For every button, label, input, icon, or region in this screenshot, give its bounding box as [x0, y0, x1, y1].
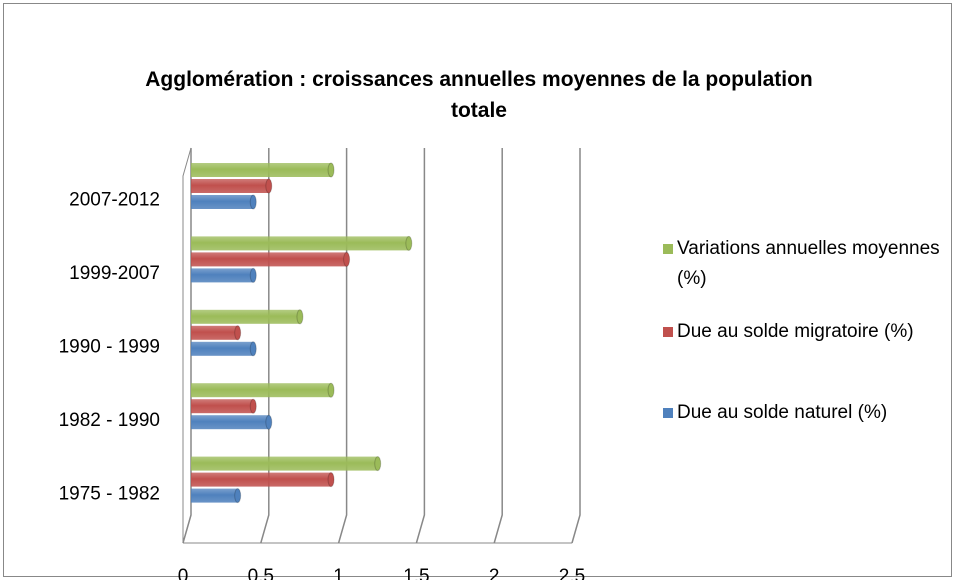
bar-end: [249, 267, 257, 283]
legend-label: Variations annuelles moyennes (%): [677, 238, 940, 289]
bar-end: [327, 162, 335, 178]
bar-end: [405, 235, 413, 251]
chart-title: Agglomération : croissances annuelles mo…: [145, 68, 813, 122]
bar-end: [265, 178, 273, 194]
bar: [191, 472, 332, 487]
bar-end: [296, 309, 304, 325]
x-tick-label: 1: [333, 566, 344, 580]
grid-line: [337, 148, 348, 544]
legend-swatch: [663, 408, 673, 418]
bar-end: [374, 456, 382, 472]
grid-line: [571, 148, 581, 544]
bar: [191, 179, 269, 193]
bar-end: [327, 472, 335, 488]
bar-end: [265, 414, 273, 430]
chart-border: [3, 3, 952, 577]
x-tick-label: 0: [178, 566, 189, 580]
bar: [191, 341, 254, 356]
bar: [191, 456, 378, 471]
y-tick-label: 2007-2012: [69, 190, 160, 211]
bar: [191, 325, 238, 340]
grid-line: [415, 148, 426, 544]
x-tick-label: 0,5: [248, 566, 274, 580]
bar: [191, 309, 300, 324]
legend-label: Due au solde migratoire (%): [677, 321, 914, 342]
bar-end: [327, 382, 335, 398]
grid-line: [182, 148, 192, 544]
bar: [191, 268, 254, 283]
legend-swatch: [663, 327, 673, 337]
x-tick-label: 2,5: [559, 566, 585, 580]
grid-line: [260, 148, 270, 544]
y-tick-label: 1990 - 1999: [59, 337, 160, 358]
y-tick-label: 1999-2007: [69, 263, 160, 284]
bar: [191, 383, 332, 398]
bar-end: [234, 488, 242, 504]
bar: [191, 195, 254, 209]
bar: [191, 399, 254, 414]
bar-end: [343, 251, 351, 267]
left-wall: [182, 147, 192, 544]
legend-label: Due au solde naturel (%): [677, 402, 888, 423]
x-tick-label: 2: [489, 566, 500, 580]
bar-end: [234, 325, 242, 341]
legend-swatch: [663, 244, 673, 254]
bar-end: [249, 341, 257, 357]
bar-end: [249, 398, 257, 414]
bar: [191, 415, 269, 430]
y-tick-label: 1975 - 1982: [59, 483, 160, 504]
bar: [191, 488, 238, 503]
bar: [191, 252, 347, 267]
y-tick-label: 1982 - 1990: [59, 410, 160, 431]
bar: [191, 163, 332, 177]
bar-end: [249, 194, 257, 210]
bar: [191, 236, 409, 251]
grid-line: [493, 148, 503, 544]
x-tick-label: 1,5: [403, 566, 429, 580]
